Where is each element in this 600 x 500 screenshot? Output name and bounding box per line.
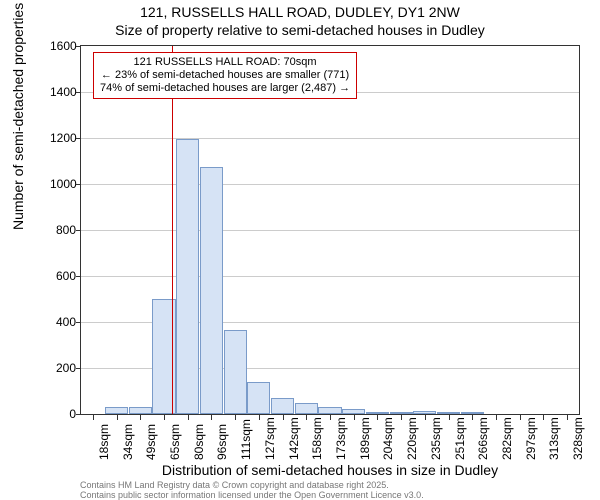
histogram-bar bbox=[224, 330, 247, 414]
x-tick-label: 251sqm bbox=[453, 417, 467, 460]
x-tick-label: 158sqm bbox=[310, 417, 324, 460]
annotation-line-3: 74% of semi-detached houses are larger (… bbox=[100, 82, 350, 95]
x-tick-label: 111sqm bbox=[239, 419, 253, 460]
y-tick-mark bbox=[76, 276, 81, 277]
grid-line bbox=[81, 276, 579, 277]
y-tick-label: 1000 bbox=[50, 177, 76, 191]
y-tick-mark bbox=[76, 368, 81, 369]
grid-line bbox=[81, 230, 579, 231]
x-tick-mark bbox=[259, 415, 260, 420]
x-tick-label: 173sqm bbox=[334, 417, 348, 460]
x-tick-mark bbox=[93, 415, 94, 420]
x-tick-mark bbox=[188, 415, 189, 420]
x-tick-label: 297sqm bbox=[524, 417, 538, 460]
annotation-line-1: 121 RUSSELLS HALL ROAD: 70sqm bbox=[100, 56, 350, 69]
x-tick-label: 189sqm bbox=[358, 417, 372, 460]
x-tick-mark bbox=[377, 415, 378, 420]
y-tick-mark bbox=[76, 322, 81, 323]
footer-attribution: Contains HM Land Registry data © Crown c… bbox=[80, 480, 424, 500]
histogram-bar bbox=[437, 412, 460, 414]
histogram-bar bbox=[200, 167, 223, 414]
y-tick-label: 0 bbox=[50, 407, 76, 421]
histogram-bar bbox=[366, 412, 389, 414]
y-tick-mark bbox=[76, 92, 81, 93]
x-tick-label: 18sqm bbox=[97, 424, 111, 460]
y-tick-label: 400 bbox=[50, 315, 76, 329]
histogram-bar bbox=[461, 412, 484, 414]
footer-line-1: Contains HM Land Registry data © Crown c… bbox=[80, 480, 424, 490]
y-tick-mark bbox=[76, 230, 81, 231]
x-tick-mark bbox=[449, 415, 450, 420]
y-tick-mark bbox=[76, 414, 81, 415]
chart-title: 121, RUSSELLS HALL ROAD, DUDLEY, DY1 2NW bbox=[0, 4, 600, 20]
y-tick-label: 200 bbox=[50, 361, 76, 375]
x-tick-mark bbox=[283, 415, 284, 420]
histogram-bar bbox=[413, 411, 436, 414]
x-tick-mark bbox=[211, 415, 212, 420]
histogram-bar bbox=[105, 407, 128, 414]
grid-line bbox=[81, 138, 579, 139]
x-axis-label: Distribution of semi-detached houses in … bbox=[80, 462, 580, 478]
figure-container: 121, RUSSELLS HALL ROAD, DUDLEY, DY1 2NW… bbox=[0, 0, 600, 500]
x-tick-label: 65sqm bbox=[168, 424, 182, 460]
x-tick-label: 282sqm bbox=[500, 417, 514, 460]
x-tick-mark bbox=[401, 415, 402, 420]
histogram-bar bbox=[247, 382, 270, 414]
marker-line bbox=[172, 46, 173, 414]
x-tick-mark bbox=[520, 415, 521, 420]
histogram-bar bbox=[390, 412, 413, 414]
x-tick-label: 220sqm bbox=[405, 417, 419, 460]
y-tick-mark bbox=[76, 46, 81, 47]
y-axis-label: Number of semi-detached properties bbox=[10, 3, 26, 230]
chart-subtitle: Size of property relative to semi-detach… bbox=[0, 22, 600, 38]
x-tick-mark bbox=[354, 415, 355, 420]
y-tick-label: 1200 bbox=[50, 131, 76, 145]
x-tick-mark bbox=[117, 415, 118, 420]
x-tick-mark bbox=[306, 415, 307, 420]
histogram-bar bbox=[318, 407, 341, 414]
x-tick-label: 127sqm bbox=[263, 417, 277, 460]
y-tick-label: 600 bbox=[50, 269, 76, 283]
x-tick-label: 34sqm bbox=[121, 424, 135, 460]
x-tick-label: 142sqm bbox=[287, 417, 301, 460]
x-tick-mark bbox=[164, 415, 165, 420]
x-tick-mark bbox=[567, 415, 568, 420]
footer-line-2: Contains public sector information licen… bbox=[80, 490, 424, 500]
histogram-bar bbox=[271, 398, 294, 414]
x-tick-label: 49sqm bbox=[144, 424, 158, 460]
histogram-bar bbox=[176, 139, 199, 414]
plot-area: 121 RUSSELLS HALL ROAD: 70sqm ← 23% of s… bbox=[80, 45, 580, 415]
x-tick-mark bbox=[140, 415, 141, 420]
x-tick-label: 80sqm bbox=[192, 424, 206, 460]
x-tick-label: 204sqm bbox=[381, 417, 395, 460]
y-tick-mark bbox=[76, 184, 81, 185]
x-tick-mark bbox=[235, 415, 236, 420]
y-tick-label: 800 bbox=[50, 223, 76, 237]
y-tick-mark bbox=[76, 138, 81, 139]
annotation-line-2: ← 23% of semi-detached houses are smalle… bbox=[100, 69, 350, 82]
x-tick-label: 96sqm bbox=[215, 424, 229, 460]
histogram-bar bbox=[129, 407, 152, 414]
histogram-bar bbox=[295, 403, 318, 415]
y-tick-label: 1600 bbox=[50, 39, 76, 53]
x-tick-mark bbox=[472, 415, 473, 420]
x-tick-mark bbox=[496, 415, 497, 420]
x-tick-label: 235sqm bbox=[429, 417, 443, 460]
y-tick-label: 1400 bbox=[50, 85, 76, 99]
x-tick-label: 313sqm bbox=[547, 417, 561, 460]
x-tick-mark bbox=[425, 415, 426, 420]
x-tick-label: 266sqm bbox=[476, 417, 490, 460]
annotation-box: 121 RUSSELLS HALL ROAD: 70sqm ← 23% of s… bbox=[93, 52, 357, 99]
histogram-bar bbox=[342, 409, 365, 414]
x-tick-mark bbox=[543, 415, 544, 420]
grid-line bbox=[81, 184, 579, 185]
x-tick-label: 328sqm bbox=[571, 417, 585, 460]
x-tick-mark bbox=[330, 415, 331, 420]
